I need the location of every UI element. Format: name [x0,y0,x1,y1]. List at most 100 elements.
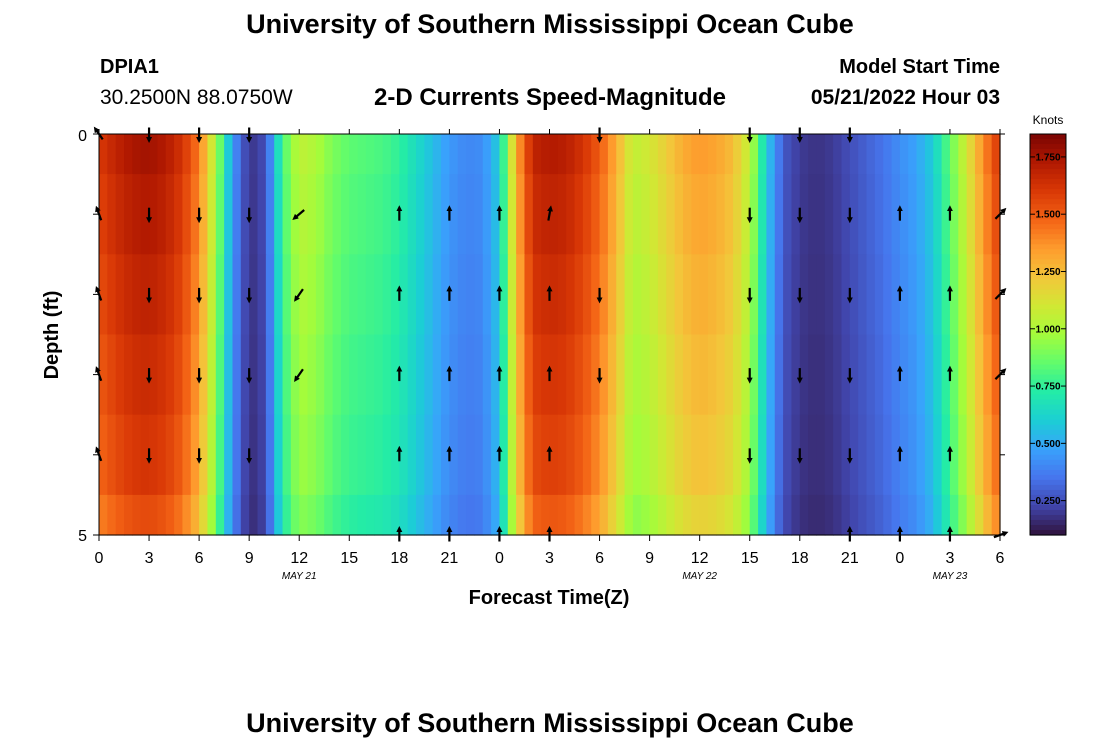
heatmap-cell [190,254,200,336]
heatmap-cell [966,134,976,175]
heatmap-cell [274,174,284,255]
heatmap-cell [941,494,951,536]
heatmap-cell [332,254,342,336]
heatmap-cell [382,174,392,255]
heatmap-cell [399,494,409,536]
heatmap-cell [491,494,501,536]
colorbar-segment [1030,349,1066,356]
heatmap-cell [983,494,993,536]
heatmap-cell [699,414,709,496]
heatmap-cell [265,134,275,175]
heatmap-cell [374,134,384,175]
heatmap-cell [474,334,484,416]
heatmap-cell [691,334,701,416]
heatmap-cell [207,494,217,536]
heatmap-cell [833,134,843,175]
heatmap-cell [232,174,242,255]
heatmap-cell [783,414,793,496]
colorbar-segment [1030,414,1066,421]
heatmap-cell [349,334,359,416]
heatmap-cell [933,134,943,175]
heatmap-cell [224,174,234,255]
heatmap-cell [708,414,717,496]
heatmap-cell [349,414,359,496]
colorbar-segment [1030,519,1066,526]
x-tick-label: 6 [595,550,604,567]
heatmap-cell [616,134,626,175]
heatmap-cell [115,334,125,416]
heatmap-cell [766,254,776,336]
heatmap-cell [199,134,209,175]
colorbar-segment [1030,404,1066,411]
heatmap-cell [682,254,692,336]
colorbar-segment [1030,329,1066,336]
heatmap-cell [449,414,459,496]
heatmap-cell [874,494,884,536]
heatmap-cell [591,334,601,416]
model-start-label: Model Start Time [839,56,1000,78]
heatmap-cell [541,414,551,496]
heatmap-cell [149,334,158,416]
heatmap-cell [399,334,409,416]
heatmap-cell [132,414,142,496]
heatmap-cell [407,414,417,496]
heatmap-cell [758,334,767,416]
heatmap-cell [783,494,793,536]
heatmap-cell [949,174,959,255]
heatmap-cell [524,134,534,175]
heatmap-cell [315,334,325,416]
heatmap-cell [916,334,926,416]
heatmap-cell [682,494,692,536]
heatmap-cell [499,334,509,416]
heatmap-cell [257,254,267,336]
heatmap-cell [983,134,993,175]
heatmap-cell [582,134,592,175]
heatmap-cell [541,334,551,416]
heatmap-cell [165,414,175,496]
heatmap-cell [324,174,334,255]
heatmap-cell [441,174,450,255]
heatmap-cell [516,174,526,255]
colorbar-segment [1030,279,1066,285]
heatmap-cell [908,254,918,336]
heatmap-cell [874,134,884,175]
heatmap-cell [641,134,651,175]
current-arrow [292,209,305,220]
colorbar-segment [1030,364,1066,371]
colorbar-segment [1030,169,1066,175]
colorbar-tick-label: 0.500 [1035,439,1060,450]
heatmap-cell [816,494,826,536]
heatmap-cell [524,334,534,416]
colorbar-segment [1030,264,1066,270]
heatmap-cell [365,254,375,336]
heatmap-cell [482,494,492,536]
heatmap-cell [190,334,200,416]
y-tick-label: 0 [78,128,87,145]
heatmap-cell [924,334,934,416]
station-id: DPIA1 [100,56,159,78]
heatmap-cell [290,254,300,336]
heatmap-cell [924,494,934,536]
heatmap-cell [449,254,459,336]
colorbar-segment [1030,199,1066,205]
colorbar-segment [1030,474,1066,481]
x-tick-label: 6 [195,550,204,567]
heatmap-cell [858,494,868,536]
heatmap-cell [983,174,993,255]
heatmap-cell [691,494,701,536]
heatmap-cell [858,254,868,336]
heatmap-cell [774,134,784,175]
heatmap-cell [157,334,167,416]
heatmap-cell [691,254,701,336]
heatmap-cell [432,134,442,175]
heatmap-cell [708,254,717,336]
heatmap-cell [766,334,776,416]
heatmap-cell [182,174,192,255]
heatmap-cell [974,134,984,175]
heatmap-cell [274,334,284,416]
heatmap-cell [682,174,692,255]
heatmap-cell [791,334,801,416]
heatmap-cell [549,254,559,336]
x-tick-label: 21 [841,550,859,567]
heatmap-cell [232,494,242,536]
